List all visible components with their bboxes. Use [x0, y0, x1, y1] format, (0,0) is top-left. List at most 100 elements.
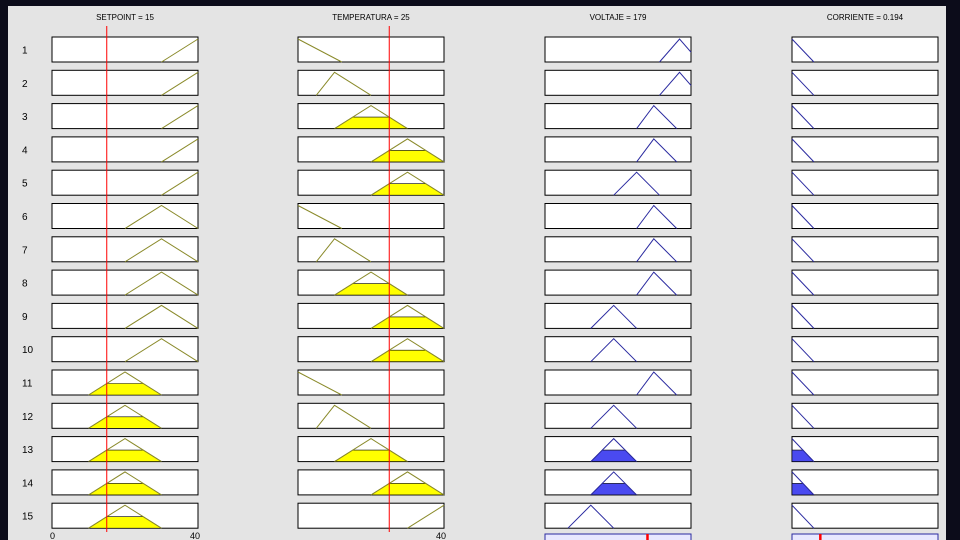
- mf-curve-voltaje: [636, 104, 678, 129]
- rule-setpoint-plot: [51, 336, 199, 363]
- rule-row[interactable]: 10: [22, 336, 939, 363]
- rule-corriente-plot: [791, 269, 939, 296]
- rule-number: 13: [22, 445, 34, 456]
- rule-number: 7: [22, 245, 28, 256]
- mf-curve-temperatura: [370, 138, 445, 163]
- mf-curve-corriente: [791, 138, 815, 163]
- mf-curve-setpoint: [88, 404, 162, 429]
- column-title-voltaje: VOLTAJE = 179: [590, 13, 647, 22]
- column-title-corriente: CORRIENTE = 0.194: [827, 13, 904, 22]
- rule-row[interactable]: 2: [22, 69, 939, 96]
- rule-setpoint-plot: [51, 136, 199, 163]
- mf-curve-voltaje: [636, 238, 678, 263]
- mf-curve-setpoint: [124, 238, 199, 263]
- rule-row[interactable]: 15: [22, 502, 939, 529]
- mf-curve-temperatura: [334, 438, 408, 463]
- rule-number: 1: [22, 46, 28, 57]
- mf-curve-setpoint: [161, 171, 199, 196]
- rule-setpoint-plot: [51, 36, 199, 63]
- rule-number: 11: [22, 379, 33, 390]
- rule-voltaje-plot: [544, 136, 692, 163]
- rule-row[interactable]: 11: [22, 369, 939, 396]
- rule-voltaje-plot: [544, 369, 692, 396]
- axis-max-label: 40: [190, 531, 200, 540]
- rule-corriente-plot: [791, 69, 939, 96]
- axis-min-label: 0: [50, 531, 55, 540]
- mf-curve-setpoint: [124, 304, 199, 329]
- mf-curve-temperatura: [334, 105, 408, 130]
- rule-voltaje-plot: [544, 302, 692, 329]
- rule-corriente-plot: [791, 402, 939, 429]
- mf-curve-temperatura: [315, 71, 372, 96]
- mf-curve-voltaje: [590, 337, 637, 363]
- rule-voltaje-plot: [544, 103, 692, 130]
- rule-row[interactable]: 9: [22, 302, 939, 329]
- rule-setpoint-plot: [51, 69, 199, 96]
- mf-curve-voltaje: [590, 304, 637, 329]
- rule-row[interactable]: 14: [22, 469, 939, 496]
- axis-max-label: 40: [436, 531, 446, 540]
- mf-curve-temperatura: [370, 338, 445, 363]
- mf-curve-voltaje: [659, 71, 692, 96]
- rule-number: 6: [22, 212, 28, 223]
- rule-viewer: SETPOINT = 15 TEMPERATURA = 25 VOLTAJE = 1…: [8, 6, 946, 540]
- mf-curve-voltaje: [636, 138, 678, 163]
- rule-temperatura-plot: [297, 502, 445, 529]
- rule-voltaje-plot: [544, 36, 692, 63]
- mf-curve-corriente: [791, 471, 815, 496]
- rule-number: 5: [22, 179, 28, 190]
- rule-voltaje-plot: [544, 69, 692, 96]
- rule-setpoint-plot: [51, 103, 199, 130]
- rule-row[interactable]: 7: [22, 236, 939, 263]
- rule-setpoint-plot: [51, 169, 199, 196]
- rule-voltaje-plot: [544, 502, 692, 529]
- rule-corriente-plot: [791, 36, 939, 63]
- rule-row[interactable]: 4: [22, 136, 939, 163]
- mf-curve-setpoint: [88, 438, 162, 463]
- mf-curve-voltaje: [590, 471, 637, 496]
- mf-curve-setpoint: [161, 38, 199, 63]
- mf-curve-corriente: [791, 38, 815, 63]
- rule-temperatura-plot: [297, 203, 445, 229]
- rule-temperatura-plot: [297, 36, 445, 63]
- mf-curve-corriente: [791, 238, 815, 263]
- rule-corriente-plot: [791, 136, 939, 163]
- rule-number: 9: [22, 312, 28, 323]
- mf-curve-temperatura: [407, 504, 445, 529]
- rule-number: 8: [22, 279, 28, 290]
- rule-voltaje-plot: [544, 236, 692, 263]
- mf-curve-temperatura: [297, 38, 343, 63]
- rule-corriente-plot: [791, 436, 939, 463]
- rule-setpoint-plot: [51, 302, 199, 329]
- rule-number: 3: [22, 112, 28, 123]
- rule-row[interactable]: 8: [22, 269, 939, 296]
- rule-voltaje-plot: [544, 402, 692, 429]
- mf-curve-voltaje: [613, 171, 660, 196]
- rule-row[interactable]: 12: [22, 402, 939, 429]
- mf-curve-corriente: [791, 205, 815, 229]
- rule-row[interactable]: 6: [22, 203, 939, 229]
- rule-setpoint-plot: [51, 236, 199, 263]
- mf-curve-temperatura: [370, 304, 445, 329]
- mf-curve-temperatura: [315, 404, 372, 429]
- rule-corriente-plot: [791, 236, 939, 263]
- mf-curve-corriente: [791, 305, 815, 329]
- mf-curve-temperatura: [334, 271, 408, 296]
- rule-temperatura-plot: [297, 69, 445, 96]
- mf-curve-temperatura: [370, 171, 445, 196]
- rule-number: 10: [22, 345, 34, 356]
- rule-row[interactable]: 5: [22, 169, 939, 196]
- column-title-setpoint: SETPOINT = 15: [96, 13, 154, 22]
- mf-curve-setpoint: [88, 371, 162, 396]
- mf-curve-setpoint: [161, 105, 199, 130]
- rule-number: 15: [22, 512, 34, 523]
- aggregate-voltaje-plot: [544, 533, 692, 540]
- mf-curve-voltaje: [636, 271, 678, 296]
- rule-row[interactable]: 1: [22, 36, 939, 63]
- mf-curve-setpoint: [124, 271, 199, 296]
- mf-curve-voltaje: [567, 504, 615, 529]
- rule-row[interactable]: 3: [22, 103, 939, 130]
- rule-row[interactable]: 13: [22, 436, 939, 463]
- rule-number: 4: [22, 145, 28, 156]
- mf-curve-voltaje: [636, 204, 678, 229]
